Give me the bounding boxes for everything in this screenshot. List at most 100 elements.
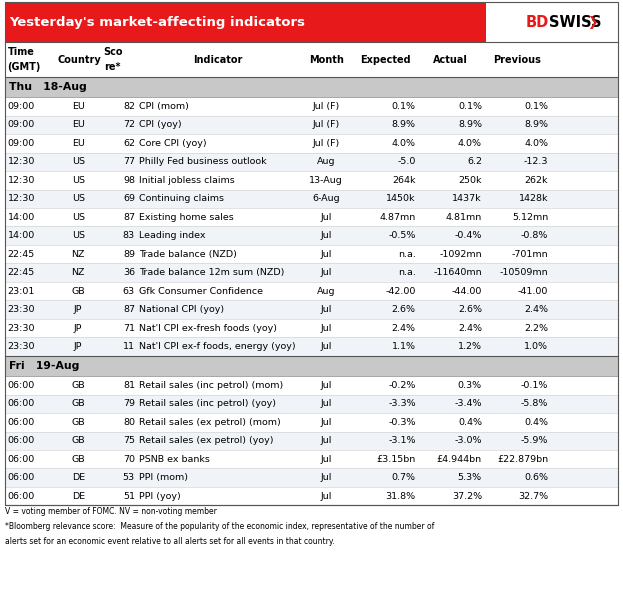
Text: 63: 63: [123, 287, 135, 296]
Text: -0.1%: -0.1%: [521, 381, 548, 390]
Text: Leading index: Leading index: [140, 231, 206, 240]
Text: -1092mn: -1092mn: [439, 250, 482, 259]
Text: Jul: Jul: [320, 231, 332, 240]
Text: n.a.: n.a.: [398, 268, 416, 277]
Text: -3.1%: -3.1%: [388, 436, 416, 445]
Bar: [5, 42, 618, 77]
Text: GB: GB: [72, 436, 85, 445]
Text: 4.81mn: 4.81mn: [445, 213, 482, 222]
Text: Retail sales (inc petrol) (yoy): Retail sales (inc petrol) (yoy): [140, 399, 276, 408]
Text: Thu   18-Aug: Thu 18-Aug: [9, 82, 87, 92]
Text: 2.6%: 2.6%: [392, 305, 416, 314]
Bar: [5, 77, 618, 97]
Text: Existing home sales: Existing home sales: [140, 213, 234, 222]
Text: alerts set for an economic event relative to all alerts set for all events in th: alerts set for an economic event relativ…: [5, 536, 335, 546]
Text: Jul: Jul: [320, 418, 332, 427]
Text: 06:00: 06:00: [7, 492, 35, 501]
Text: -44.00: -44.00: [452, 287, 482, 296]
Text: EU: EU: [72, 139, 85, 148]
Text: Jul: Jul: [320, 473, 332, 482]
Text: 1437k: 1437k: [452, 194, 482, 203]
Text: -42.00: -42.00: [385, 287, 416, 296]
Text: GB: GB: [72, 455, 85, 464]
Text: 22:45: 22:45: [7, 250, 35, 259]
Text: PPI (mom): PPI (mom): [140, 473, 188, 482]
Text: 0.4%: 0.4%: [458, 418, 482, 427]
Text: -0.8%: -0.8%: [521, 231, 548, 240]
Text: 14:00: 14:00: [7, 231, 35, 240]
Text: 87: 87: [123, 213, 135, 222]
Text: 53: 53: [123, 473, 135, 482]
Text: Jul: Jul: [320, 305, 332, 314]
Text: 2.4%: 2.4%: [524, 305, 548, 314]
Text: Retail sales (inc petrol) (mom): Retail sales (inc petrol) (mom): [140, 381, 283, 390]
Text: Philly Fed business outlook: Philly Fed business outlook: [140, 157, 267, 166]
Bar: [5, 282, 618, 300]
Text: US: US: [72, 176, 85, 185]
Bar: [5, 432, 618, 450]
Bar: [5, 487, 618, 505]
Text: 12:30: 12:30: [7, 194, 35, 203]
Text: 0.3%: 0.3%: [458, 381, 482, 390]
Text: re*: re*: [103, 62, 120, 72]
Text: *Bloomberg relevance score:  Measure of the popularity of the economic index, re: *Bloomberg relevance score: Measure of t…: [5, 522, 434, 531]
Text: Fri   19-Aug: Fri 19-Aug: [9, 361, 79, 371]
Text: NZ: NZ: [72, 268, 85, 277]
Text: Retail sales (ex petrol) (mom): Retail sales (ex petrol) (mom): [140, 418, 281, 427]
Bar: [5, 226, 618, 245]
Text: 72: 72: [123, 120, 135, 129]
Text: 36: 36: [123, 268, 135, 277]
Text: GB: GB: [72, 418, 85, 427]
Text: 0.6%: 0.6%: [524, 473, 548, 482]
Text: Nat'l CPI ex-fresh foods (yoy): Nat'l CPI ex-fresh foods (yoy): [140, 324, 277, 333]
Bar: [5, 245, 618, 263]
Text: 1450k: 1450k: [386, 194, 416, 203]
Text: Aug: Aug: [317, 287, 335, 296]
Bar: [5, 337, 618, 356]
Text: 06:00: 06:00: [7, 418, 35, 427]
Text: Indicator: Indicator: [193, 55, 243, 64]
Text: DE: DE: [72, 473, 85, 482]
Text: BD: BD: [526, 14, 549, 30]
Bar: [5, 319, 618, 337]
Text: 51: 51: [123, 492, 135, 501]
Bar: [5, 134, 618, 153]
Text: 0.1%: 0.1%: [392, 102, 416, 111]
Text: Sco: Sco: [103, 47, 123, 57]
Text: PSNB ex banks: PSNB ex banks: [140, 455, 210, 464]
Text: EU: EU: [72, 120, 85, 129]
Text: 2.4%: 2.4%: [458, 324, 482, 333]
Text: 0.1%: 0.1%: [524, 102, 548, 111]
Text: Core CPI (yoy): Core CPI (yoy): [140, 139, 207, 148]
Text: £4.944bn: £4.944bn: [437, 455, 482, 464]
Text: 06:00: 06:00: [7, 436, 35, 445]
Text: 250k: 250k: [459, 176, 482, 185]
Text: Jul: Jul: [320, 455, 332, 464]
Bar: [5, 2, 486, 42]
Text: 70: 70: [123, 455, 135, 464]
Text: Jul: Jul: [320, 436, 332, 445]
Text: -10509mn: -10509mn: [500, 268, 548, 277]
Text: Trade balance (NZD): Trade balance (NZD): [140, 250, 237, 259]
Bar: [5, 116, 618, 134]
Text: 0.1%: 0.1%: [458, 102, 482, 111]
Text: ❯: ❯: [587, 15, 598, 29]
Text: Jul: Jul: [320, 399, 332, 408]
Text: Time: Time: [7, 47, 34, 57]
Text: Month: Month: [309, 55, 344, 64]
Text: 13-Aug: 13-Aug: [310, 176, 343, 185]
Text: Jul: Jul: [320, 492, 332, 501]
Text: DE: DE: [72, 492, 85, 501]
Text: 69: 69: [123, 194, 135, 203]
Text: 4.0%: 4.0%: [458, 139, 482, 148]
Text: 09:00: 09:00: [7, 120, 35, 129]
Text: CPI (mom): CPI (mom): [140, 102, 189, 111]
Text: 0.4%: 0.4%: [524, 418, 548, 427]
Text: 12:30: 12:30: [7, 176, 35, 185]
Bar: [5, 300, 618, 319]
Text: 2.6%: 2.6%: [458, 305, 482, 314]
Text: Nat'l CPI ex-f foods, energy (yoy): Nat'l CPI ex-f foods, energy (yoy): [140, 342, 296, 351]
Text: 09:00: 09:00: [7, 139, 35, 148]
Text: NZ: NZ: [72, 250, 85, 259]
Text: £22.879bn: £22.879bn: [497, 455, 548, 464]
